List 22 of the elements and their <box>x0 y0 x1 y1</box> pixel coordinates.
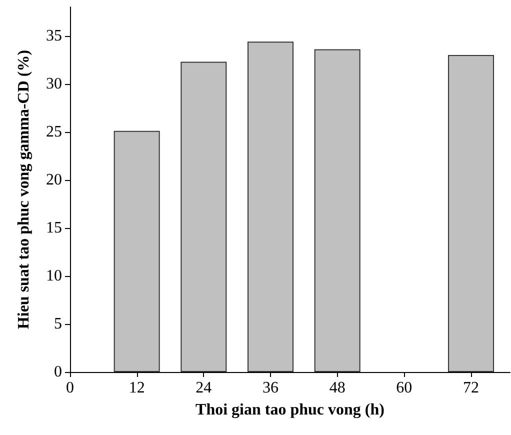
x-tick-label: 60 <box>396 380 412 396</box>
bar <box>180 62 227 372</box>
x-tick-label: 24 <box>196 380 212 396</box>
y-axis-title: Hieu suat tao phuc vong gamma-CD (%) <box>16 50 32 330</box>
x-tick-label: 48 <box>329 380 346 396</box>
y-tick-label: 20 <box>46 171 62 188</box>
y-tick-label: 35 <box>46 27 62 44</box>
bar <box>314 49 360 372</box>
bar <box>114 130 160 372</box>
x-tick-label: 12 <box>128 380 145 396</box>
y-tick-label: 15 <box>46 219 62 236</box>
y-tick-label: 0 <box>54 364 62 380</box>
y-tick-label: 5 <box>54 315 62 332</box>
x-axis-title: Thoi gian tao phuc vong (h) <box>196 402 384 418</box>
x-tick-label: 72 <box>463 380 480 396</box>
x-tick-label: 0 <box>66 380 74 396</box>
y-tick-label: 25 <box>46 123 62 140</box>
y-tick-label: 10 <box>46 267 62 284</box>
bar <box>248 42 294 372</box>
y-tick-label: 30 <box>46 75 62 92</box>
bar <box>448 55 494 372</box>
x-tick-label: 36 <box>262 380 279 396</box>
